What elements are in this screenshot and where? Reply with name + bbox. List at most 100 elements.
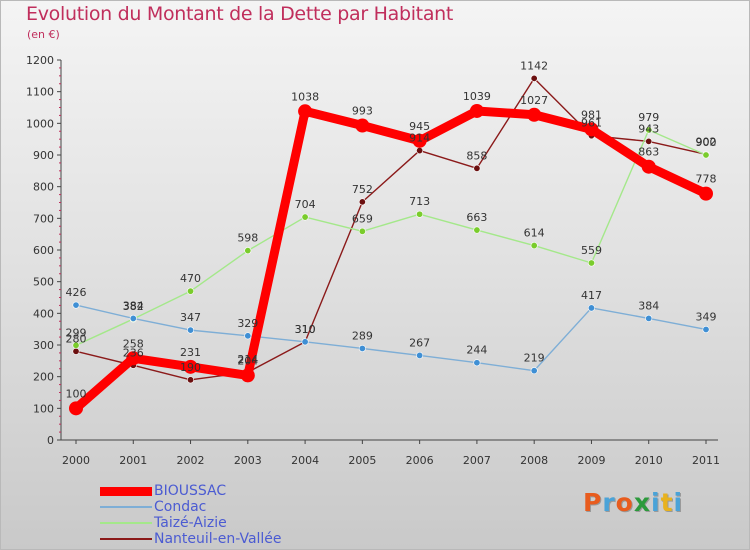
x-tick-label: 2004 [291, 454, 319, 467]
data-point-nanteuil-en-vallee [645, 137, 653, 145]
y-tick-label: 900 [33, 149, 54, 162]
series-layer [69, 74, 713, 416]
data-label-taize-aizie: 659 [352, 212, 373, 225]
data-label-bioussac: 1039 [463, 90, 491, 103]
data-point-bioussac [641, 159, 656, 174]
logo-letter: P [583, 488, 603, 517]
data-label-bioussac: 204 [237, 354, 258, 367]
data-label-nanteuil-en-vallee: 190 [180, 361, 201, 374]
data-label-nanteuil-en-vallee: 914 [409, 132, 430, 145]
y-tick-label: 500 [33, 276, 54, 289]
data-point-bioussac [584, 122, 599, 137]
data-label-nanteuil-en-vallee: 236 [123, 346, 144, 359]
data-point-nanteuil-en-vallee [416, 147, 424, 155]
legend-item: Condac [100, 499, 360, 515]
data-label-condac: 244 [466, 344, 487, 357]
x-tick-label: 2005 [348, 454, 376, 467]
data-label-condac: 426 [66, 286, 87, 299]
y-tick-label: 300 [33, 339, 54, 352]
logo-letter: x [633, 488, 651, 517]
y-tick-label: 400 [33, 307, 54, 320]
data-label-bioussac: 863 [638, 146, 659, 159]
data-point-bioussac [355, 118, 370, 133]
legend-swatch [100, 506, 152, 508]
data-label-taize-aizie: 614 [524, 227, 545, 240]
y-tick-label: 1100 [26, 86, 54, 99]
x-tick-label: 2000 [62, 454, 90, 467]
data-label-nanteuil-en-vallee: 280 [66, 332, 87, 345]
data-label-taize-aizie: 979 [638, 111, 659, 124]
legend-swatch [100, 522, 152, 524]
data-point-bioussac [183, 359, 198, 374]
data-label-condac: 219 [524, 352, 545, 365]
data-point-taize-aizie [530, 242, 538, 250]
data-label-taize-aizie: 663 [466, 211, 487, 224]
data-label-bioussac: 1027 [520, 94, 548, 107]
data-label-condac: 349 [696, 310, 717, 323]
data-label-taize-aizie: 704 [295, 198, 316, 211]
x-tick-label: 2001 [119, 454, 147, 467]
data-label-taize-aizie: 900 [696, 136, 717, 149]
data-point-condac [473, 359, 481, 367]
data-point-bioussac [298, 104, 313, 119]
data-point-taize-aizie [645, 126, 653, 134]
data-point-bioussac [527, 107, 542, 122]
proxiti-logo: Proxiti [583, 488, 683, 517]
y-tick-label: 700 [33, 212, 54, 225]
data-point-bioussac [240, 368, 255, 383]
data-label-condac: 384 [123, 299, 144, 312]
y-tick-label: 1000 [26, 117, 54, 130]
y-tick-label: 100 [33, 402, 54, 415]
data-label-nanteuil-en-vallee: 214 [237, 353, 258, 366]
logo-letter: i [673, 488, 684, 517]
data-label-condac: 289 [352, 329, 373, 342]
data-point-condac [702, 325, 710, 333]
legend-label: Condac [154, 499, 207, 515]
data-label-taize-aizie: 598 [237, 232, 258, 245]
data-label-nanteuil-en-vallee: 752 [352, 183, 373, 196]
data-label-bioussac: 1038 [291, 90, 319, 103]
data-label-condac: 417 [581, 289, 602, 302]
y-tick-label: 600 [33, 244, 54, 257]
data-label-bioussac: 258 [123, 337, 144, 350]
data-label-nanteuil-en-vallee: 902 [696, 135, 717, 148]
data-label-nanteuil-en-vallee: 858 [466, 149, 487, 162]
data-label-taize-aizie: 299 [66, 326, 87, 339]
data-labels: 280 236 190 214 310 752 914 858 1142 961 943 902 299… [66, 59, 717, 400]
data-point-condac [530, 367, 538, 375]
data-label-condac: 267 [409, 336, 430, 349]
x-tick-label: 2011 [692, 454, 720, 467]
axes: 0 100 200 300 400 500 600 700 800 900 1000 1100 1200… [26, 54, 720, 467]
data-point-taize-aizie [301, 213, 309, 221]
data-label-bioussac: 945 [409, 120, 430, 133]
data-point-taize-aizie [473, 226, 481, 234]
legend-item: Nanteuil-en-Vallée [100, 531, 360, 547]
legend-item: BIOUSSAC [100, 483, 360, 499]
data-label-condac: 329 [237, 317, 258, 330]
data-point-bioussac [69, 401, 83, 416]
x-tick-label: 2010 [635, 454, 663, 467]
data-point-condac [416, 351, 424, 359]
data-label-condac: 347 [180, 311, 201, 324]
data-label-bioussac: 778 [696, 173, 717, 186]
data-label-condac: 310 [295, 323, 316, 336]
series-line-condac [75, 304, 707, 372]
data-point-bioussac [412, 133, 427, 148]
legend-label: Nanteuil-en-Vallée [154, 531, 282, 547]
data-label-condac: 384 [638, 299, 659, 312]
data-point-bioussac [469, 103, 484, 118]
data-point-taize-aizie [416, 210, 424, 218]
data-point-nanteuil-en-vallee [72, 347, 80, 355]
data-point-taize-aizie [72, 341, 80, 349]
data-label-taize-aizie: 559 [581, 244, 602, 257]
x-tick-label: 2002 [177, 454, 205, 467]
data-point-condac [358, 344, 366, 352]
data-label-taize-aizie: 713 [409, 195, 430, 208]
data-point-nanteuil-en-vallee [530, 74, 538, 82]
legend-swatch [100, 538, 152, 540]
data-label-nanteuil-en-vallee: 310 [295, 323, 316, 336]
logo-letter: o [615, 488, 634, 517]
legend-label: Taizé-Aizie [154, 515, 227, 531]
chart-title: Evolution du Montant de la Dette par Hab… [26, 3, 454, 25]
